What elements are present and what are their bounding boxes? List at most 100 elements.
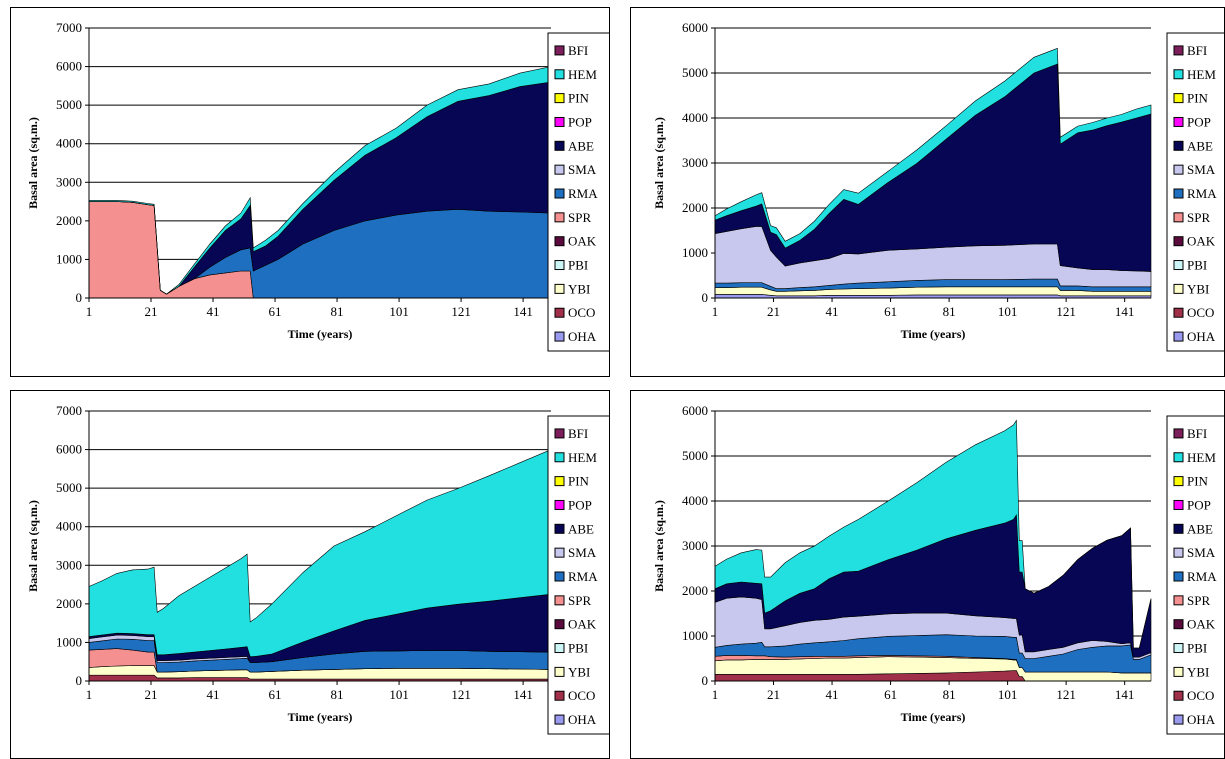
legend-swatch-ybi xyxy=(1173,666,1184,677)
legend-label-rma: RMA xyxy=(568,569,598,584)
legend-label-pin: PIN xyxy=(568,474,590,489)
legend-swatch-pin xyxy=(1173,476,1184,487)
y-tick-label: 7000 xyxy=(56,403,82,418)
x-tick-label: 141 xyxy=(513,304,533,319)
legend-swatch-oco xyxy=(1173,690,1184,701)
legend-label-spr: SPR xyxy=(1187,210,1210,225)
x-tick-label: 81 xyxy=(943,304,956,319)
y-tick-label: 0 xyxy=(702,290,709,305)
legend-swatch-pbi xyxy=(1173,643,1184,654)
legend-label-oha: OHA xyxy=(1187,329,1216,344)
legend-swatch-rma xyxy=(1173,188,1184,199)
legend-label-oak: OAK xyxy=(568,234,597,249)
x-tick-label: 21 xyxy=(767,304,780,319)
legend-swatch-rma xyxy=(554,571,565,582)
x-tick-label: 121 xyxy=(1056,304,1076,319)
legend-label-rma: RMA xyxy=(1187,186,1217,201)
x-tick-label: 141 xyxy=(513,687,533,702)
legend-swatch-bfi xyxy=(554,428,565,439)
legend-label-abe: ABE xyxy=(568,521,594,536)
chart-panel-bottom-right: 0 1000 2000 3000 4000 5000 6000 1 21 41 61 81 101 121… xyxy=(630,390,1225,759)
legend-swatch-oha xyxy=(554,331,565,342)
x-tick-label: 121 xyxy=(451,687,471,702)
legend-label-pop: POP xyxy=(1187,497,1211,512)
legend-swatch-bfi xyxy=(1173,45,1184,56)
legend-swatch-ybi xyxy=(554,666,565,677)
y-axis-label: Basal area (sq.m.) xyxy=(652,117,666,209)
legend-swatch-oak xyxy=(554,619,565,630)
legend-swatch-pin xyxy=(554,476,565,487)
legend-label-hem: HEM xyxy=(1187,67,1216,82)
legend-label-pbi: PBI xyxy=(568,258,588,273)
legend-swatch-spr xyxy=(554,595,565,606)
legend-label-sma: SMA xyxy=(1187,545,1216,560)
y-tick-label: 4000 xyxy=(56,519,82,534)
y-tick-label: 5000 xyxy=(682,448,708,463)
legend-swatch-oha xyxy=(554,714,565,725)
y-axis-label: Basal area (sq.m.) xyxy=(26,117,40,209)
legend-label-oha: OHA xyxy=(568,712,597,727)
x-tick-label: 41 xyxy=(207,687,220,702)
y-tick-label: 0 xyxy=(76,673,83,688)
y-tick-label: 2000 xyxy=(56,213,82,228)
legend-label-hem: HEM xyxy=(568,67,597,82)
area-hem xyxy=(714,47,1152,249)
y-tick-label: 7000 xyxy=(56,20,82,35)
legend-swatch-abe xyxy=(554,523,565,534)
legend-swatch-abe xyxy=(554,140,565,151)
legend-label-spr: SPR xyxy=(568,210,591,225)
x-tick-label: 101 xyxy=(998,304,1018,319)
area-hem xyxy=(714,419,1152,649)
legend-label-bfi: BFI xyxy=(1187,43,1207,58)
legend-swatch-bfi xyxy=(554,45,565,56)
x-tick-label: 121 xyxy=(451,304,471,319)
x-axis-label: Time (years) xyxy=(901,327,966,341)
chart-panel-top-right: 0 1000 2000 3000 4000 5000 6000 1 21 41 61 81 101 121… xyxy=(630,7,1225,377)
legend-swatch-pop xyxy=(554,499,565,510)
y-tick-label: 2000 xyxy=(56,596,82,611)
legend-label-pop: POP xyxy=(1187,114,1211,129)
x-tick-label: 61 xyxy=(269,304,282,319)
legend-label-abe: ABE xyxy=(1187,521,1213,536)
y-tick-label: 6000 xyxy=(682,403,708,418)
legend-label-ybi: YBI xyxy=(1187,664,1209,679)
legend-swatch-pin xyxy=(554,93,565,104)
legend-swatch-sma xyxy=(1173,164,1184,175)
legend-swatch-spr xyxy=(1173,595,1184,606)
legend-swatch-oco xyxy=(1173,307,1184,318)
legend-swatch-pop xyxy=(554,116,565,127)
legend-label-pin: PIN xyxy=(1187,474,1209,489)
y-axis-label: Basal area (sq.m.) xyxy=(652,500,666,592)
legend-swatch-rma xyxy=(1173,571,1184,582)
chart-panel-top-left: 0 1000 2000 3000 4000 5000 6000 7000 1 21 41 61 81 10… xyxy=(10,7,610,377)
y-tick-label: 1000 xyxy=(56,634,82,649)
legend-swatch-oha xyxy=(1173,714,1184,725)
legend-label-ybi: YBI xyxy=(1187,281,1209,296)
x-tick-label: 1 xyxy=(86,687,93,702)
x-tick-label: 41 xyxy=(826,687,839,702)
legend-label-oco: OCO xyxy=(568,688,595,703)
x-tick-label: 81 xyxy=(943,687,956,702)
legend-swatch-oco xyxy=(554,307,565,318)
x-tick-label: 21 xyxy=(145,304,158,319)
y-tick-label: 4000 xyxy=(682,110,708,125)
x-tick-label: 141 xyxy=(1115,304,1135,319)
legend-label-oha: OHA xyxy=(1187,712,1216,727)
legend-swatch-pop xyxy=(1173,116,1184,127)
legend-label-ybi: YBI xyxy=(568,281,590,296)
legend-label-spr: SPR xyxy=(568,593,591,608)
legend-label-rma: RMA xyxy=(1187,569,1217,584)
legend-label-abe: ABE xyxy=(1187,138,1213,153)
x-tick-label: 81 xyxy=(331,687,344,702)
legend-label-spr: SPR xyxy=(1187,593,1210,608)
legend-label-oak: OAK xyxy=(1187,234,1216,249)
x-tick-label: 141 xyxy=(1115,687,1135,702)
x-tick-label: 101 xyxy=(389,304,409,319)
y-tick-label: 5000 xyxy=(682,65,708,80)
legend-label-ybi: YBI xyxy=(568,664,590,679)
legend-swatch-oco xyxy=(554,690,565,701)
legend-label-bfi: BFI xyxy=(568,43,588,58)
